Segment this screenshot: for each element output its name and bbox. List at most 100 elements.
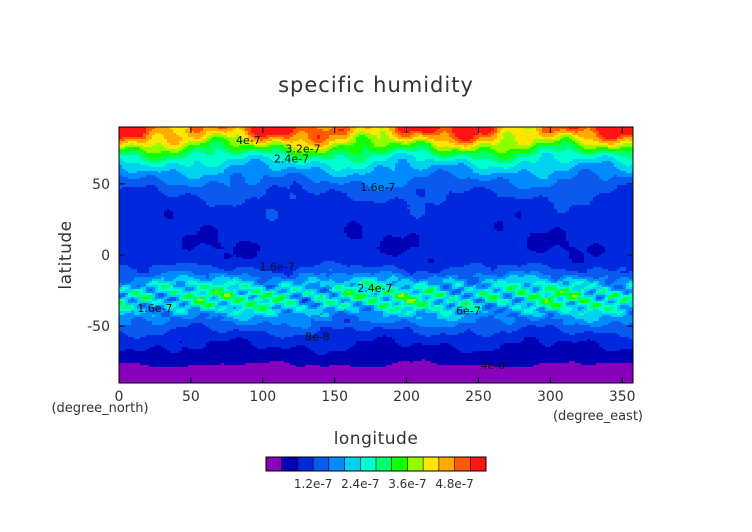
field-cell: [146, 131, 150, 134]
field-cell: [578, 145, 582, 148]
field-cell: [563, 151, 567, 154]
field-cell: [164, 141, 168, 144]
field-cell: [155, 145, 159, 148]
field-cell: [554, 129, 558, 132]
field-cell: [479, 147, 483, 150]
field-cell: [611, 137, 615, 140]
field-cell: [449, 135, 453, 138]
field-cell: [188, 151, 192, 154]
field-cell: [119, 143, 123, 146]
field-cell: [563, 145, 567, 148]
field-cell: [308, 137, 312, 140]
field-cell: [389, 131, 393, 134]
field-cell: [377, 147, 381, 150]
field-cell: [503, 141, 507, 144]
field-cell: [500, 141, 504, 144]
field-cell: [611, 139, 615, 142]
field-cell: [266, 149, 270, 152]
field-cell: [437, 143, 441, 146]
field-cell: [266, 129, 270, 132]
field-cell: [215, 139, 219, 142]
field-cell: [302, 137, 306, 140]
field-cell: [428, 135, 432, 138]
field-cell: [170, 147, 174, 150]
field-cell: [521, 141, 525, 144]
field-cell: [161, 149, 165, 152]
field-cell: [278, 145, 282, 148]
field-cell: [308, 153, 312, 156]
field-cell: [350, 137, 354, 140]
field-cell: [245, 133, 249, 136]
field-cell: [248, 139, 252, 142]
field-cell: [452, 127, 456, 130]
field-cell: [545, 151, 549, 154]
field-cell: [173, 141, 177, 144]
field-cell: [626, 145, 630, 148]
field-cell: [164, 129, 168, 132]
field-cell: [491, 145, 495, 148]
field-cell: [140, 141, 144, 144]
field-cell: [134, 137, 138, 140]
field-cell: [356, 147, 360, 150]
field-cell: [143, 137, 147, 140]
field-cell: [500, 145, 504, 148]
field-cell: [506, 153, 510, 156]
field-cell: [404, 131, 408, 134]
field-cell: [275, 133, 279, 136]
field-cell: [515, 133, 519, 136]
field-cell: [506, 139, 510, 142]
field-cell: [458, 131, 462, 134]
field-cell: [563, 139, 567, 142]
field-cell: [566, 151, 570, 154]
field-cell: [329, 145, 333, 148]
field-cell: [335, 137, 339, 140]
field-cell: [449, 147, 453, 150]
field-cell: [227, 149, 231, 152]
field-cell: [200, 139, 204, 142]
field-cell: [218, 141, 222, 144]
field-cell: [197, 145, 201, 148]
field-cell: [227, 145, 231, 148]
field-cell: [572, 151, 576, 154]
field-cell: [416, 129, 420, 132]
field-cell: [458, 149, 462, 152]
field-cell: [185, 139, 189, 142]
field-cell: [200, 153, 204, 156]
field-cell: [614, 139, 618, 142]
field-cell: [398, 129, 402, 132]
field-cell: [176, 127, 180, 130]
field-cell: [128, 143, 132, 146]
field-cell: [437, 149, 441, 152]
field-cell: [167, 129, 171, 132]
field-cell: [206, 151, 210, 154]
field-cell: [377, 139, 381, 142]
field-cell: [572, 147, 576, 150]
field-cell: [380, 139, 384, 142]
field-cell: [170, 131, 174, 134]
field-cell: [530, 151, 534, 154]
field-cell: [188, 137, 192, 140]
field-cell: [620, 139, 624, 142]
field-cell: [212, 133, 216, 136]
field-cell: [272, 127, 276, 130]
field-cell: [140, 147, 144, 150]
field-cell: [482, 133, 486, 136]
field-cell: [272, 149, 276, 152]
field-cell: [587, 147, 591, 150]
field-cell: [188, 141, 192, 144]
field-cell: [128, 135, 132, 138]
field-cell: [401, 151, 405, 154]
field-cell: [158, 141, 162, 144]
field-cell: [521, 127, 525, 130]
field-cell: [575, 145, 579, 148]
field-cell: [122, 137, 126, 140]
field-cell: [476, 147, 480, 150]
field-cell: [401, 129, 405, 132]
field-cell: [506, 135, 510, 138]
field-cell: [128, 145, 132, 148]
field-cell: [236, 141, 240, 144]
field-cell: [407, 153, 411, 156]
field-cell: [341, 145, 345, 148]
field-cell: [344, 139, 348, 142]
field-cell: [485, 149, 489, 152]
